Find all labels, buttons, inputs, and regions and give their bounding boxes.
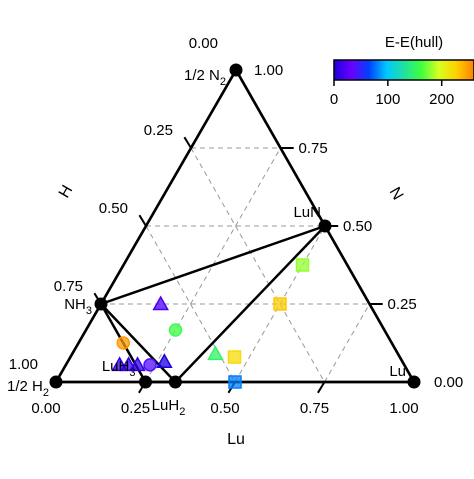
axis-title-bottom: Lu [227, 431, 245, 448]
point-circle [143, 358, 157, 372]
tick-label-bottom: 0.50 [210, 400, 239, 417]
point-triangle [129, 356, 146, 372]
point-square [295, 258, 310, 272]
colorbar-tick-label: 0 [330, 91, 338, 108]
colorbar: E-E(hull) 0 100 200 [330, 34, 474, 108]
stable-phase-node [407, 375, 421, 389]
hull-edge [100, 224, 326, 306]
tick-label-bottom: 0.75 [300, 400, 329, 417]
stable-phase-label: LuH3 [102, 358, 136, 379]
stable-phase-node [229, 63, 243, 77]
point-triangle [207, 345, 224, 361]
axis-title-left: H [56, 182, 77, 201]
point-circle [116, 336, 130, 350]
labels: 0.00 0.25 0.50 0.75 1.00 0.00 0.25 0.50 0.75 1.00… [7, 35, 463, 448]
tick-label-right: 0.25 [388, 296, 417, 313]
stable-phase-label: NH3 [64, 296, 92, 317]
tick-label-left: 1.00 [9, 356, 38, 373]
tick-label-right: 0.75 [299, 140, 328, 157]
point-square [227, 350, 242, 364]
tick-label-bottom: 0.25 [121, 400, 150, 417]
stable-phase-node [49, 375, 63, 389]
stable-phase-label: Lu [389, 363, 406, 380]
stable-phase-label: 1/2 N2 [184, 67, 226, 88]
tick-label-bottom: 0.00 [31, 400, 60, 417]
colorbar-gradient [333, 59, 474, 81]
point-square [228, 375, 242, 389]
tick-left [183, 136, 192, 149]
tick-left [138, 214, 147, 227]
stable-phase-label: 1/2 H2 [7, 378, 49, 399]
tick-label-right: 1.00 [254, 62, 283, 79]
metastable-points [111, 258, 310, 389]
stable-phase-node [168, 375, 182, 389]
tick-label-left: 0.25 [144, 122, 173, 139]
axis-title-right: N [386, 184, 407, 203]
point-square [273, 297, 287, 311]
hull-edge [174, 225, 326, 383]
colorbar-tick-label: 100 [375, 91, 400, 108]
stable-phase-label: LuN [293, 204, 321, 221]
tick-label-left: 0.50 [99, 200, 128, 217]
point-circle [168, 323, 183, 337]
tick-label-right: 0.00 [434, 374, 463, 391]
colorbar-title: E-E(hull) [385, 34, 443, 51]
tick-label-bottom: 1.00 [389, 400, 418, 417]
stable-phase-nodes [49, 63, 421, 389]
stable-phase-node [318, 219, 332, 233]
grid-line-lu [324, 303, 370, 383]
colorbar-tick-label: 200 [429, 91, 454, 108]
tick-label-left: 0.00 [189, 35, 218, 52]
stable-phase-node [94, 297, 108, 311]
point-triangle [152, 295, 169, 311]
stable-phase-label: LuH2 [152, 397, 186, 418]
tick-label-right: 0.50 [343, 218, 372, 235]
tick-label-left: 0.75 [54, 278, 83, 295]
stable-phase-node [139, 375, 152, 389]
point-triangle [156, 353, 173, 368]
tick-bottom [317, 381, 326, 394]
grid-line-h [145, 225, 236, 383]
hull-edge [100, 303, 177, 383]
